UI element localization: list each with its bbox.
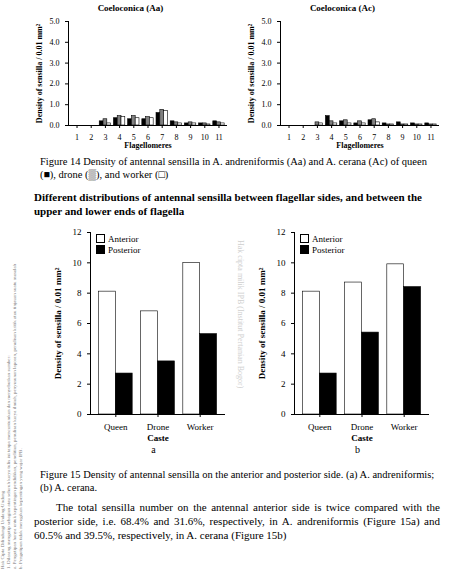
svg-text:2.0: 2.0	[262, 79, 272, 88]
svg-text:4: 4	[77, 349, 82, 359]
html-text:a. Pengutipan hanya untuk kepe: a. Pengutipan hanya untuk kepentingan pe…	[12, 263, 17, 569]
svg-text:10: 10	[73, 258, 83, 268]
svg-text:11: 11	[427, 133, 435, 142]
svg-text:Density of sensilla / 0.01 mm²: Density of sensilla / 0.01 mm²	[35, 23, 44, 123]
html-text:The total sensilla number on t: The total sensilla number on the antenna…	[34, 501, 440, 541]
html-text:Different distributions of ant: Different distributions of antennal sens…	[34, 191, 422, 217]
svg-text:6: 6	[77, 318, 82, 328]
svg-text:4.0: 4.0	[50, 38, 60, 47]
html-text:a: a	[151, 444, 156, 455]
svg-text:3.0: 3.0	[50, 59, 60, 68]
html-text:Figure 15 Density of antennal: Figure 15 Density of antennal sensilla o…	[40, 469, 435, 493]
svg-text:Worker: Worker	[187, 422, 214, 432]
svg-text:8: 8	[174, 133, 178, 142]
html-text:Figure 14 Density of antennal: Figure 14 Density of antennal sensilla i…	[40, 156, 427, 180]
svg-text:2: 2	[281, 379, 286, 389]
svg-text:1: 1	[287, 133, 291, 142]
svg-text:Caste: Caste	[351, 433, 373, 443]
svg-text:3.0: 3.0	[262, 59, 272, 68]
svg-text:Flagellomeres: Flagellomeres	[124, 141, 171, 150]
svg-text:8: 8	[77, 288, 82, 298]
svg-text:3: 3	[103, 133, 107, 142]
svg-text:0: 0	[77, 409, 82, 419]
svg-text:10: 10	[277, 258, 287, 268]
html-text:Hak Cipta Dilindungi Undang-Un: Hak Cipta Dilindungi Undang-Undang	[0, 491, 5, 569]
svg-text:Worker: Worker	[391, 422, 418, 432]
svg-text:Density of sensilla / 0.01 mm²: Density of sensilla / 0.01 mm²	[247, 23, 256, 123]
svg-text:5: 5	[343, 133, 348, 143]
svg-text:5: 5	[131, 133, 136, 143]
svg-text:5.0: 5.0	[262, 17, 272, 26]
svg-text:6: 6	[146, 133, 150, 143]
svg-text:Density of sensilla / 0.01 mm²: Density of sensilla / 0.01 mm²	[53, 267, 63, 379]
svg-text:9: 9	[401, 133, 405, 142]
svg-text:0: 0	[281, 409, 286, 419]
svg-text:6: 6	[358, 133, 362, 143]
svg-text:1.0: 1.0	[262, 100, 272, 109]
html-text:Coeloconica (Aa): Coeloconica (Aa)	[97, 3, 164, 13]
html-text:b. Pengutipan tidak merugikan: b. Pengutipan tidak merugikan kepentinga…	[18, 448, 23, 569]
svg-text:1.0: 1.0	[50, 100, 60, 109]
svg-text:Drone: Drone	[351, 422, 374, 432]
svg-text:Drone: Drone	[147, 422, 170, 432]
html-text:Anterior: Anterior	[312, 234, 343, 244]
svg-text:4: 4	[118, 133, 122, 142]
svg-text:Flagellomeres: Flagellomeres	[336, 141, 383, 150]
svg-text:9: 9	[189, 133, 193, 142]
svg-text:2: 2	[77, 379, 82, 389]
svg-text:3: 3	[315, 133, 319, 142]
svg-text:0.0: 0.0	[262, 121, 272, 130]
svg-text:0.0: 0.0	[50, 121, 60, 130]
svg-text:6: 6	[281, 318, 286, 328]
svg-text:12: 12	[73, 227, 82, 237]
svg-text:10: 10	[413, 133, 421, 142]
svg-text:2.0: 2.0	[50, 79, 60, 88]
svg-text:8: 8	[281, 288, 286, 298]
svg-text:1: 1	[75, 133, 79, 142]
svg-text:2: 2	[301, 133, 305, 142]
svg-text:8: 8	[386, 133, 390, 142]
svg-text:11: 11	[215, 133, 223, 142]
html-text:Coeloconica (Ac): Coeloconica (Ac)	[309, 3, 376, 13]
html-text:1. Dilarang mengutip sebagian: 1. Dilarang mengutip sebagian atau selur…	[6, 355, 11, 569]
html-text:Posterior: Posterior	[108, 245, 141, 255]
html-text:b: b	[355, 444, 360, 455]
svg-text:7: 7	[160, 133, 165, 143]
html-text:Hak cipta milik IPB (Institut: Hak cipta milik IPB (Institut Pertanian …	[236, 240, 245, 389]
svg-text:12: 12	[277, 227, 286, 237]
svg-text:Density of sensilla / 0.01 mm²: Density of sensilla / 0.01 mm²	[257, 267, 267, 379]
html-text:Posterior: Posterior	[312, 245, 345, 255]
svg-text:7: 7	[372, 133, 377, 143]
svg-text:10: 10	[201, 133, 209, 142]
svg-text:Queen: Queen	[104, 422, 128, 432]
svg-text:Caste: Caste	[147, 433, 169, 443]
svg-text:Queen: Queen	[308, 422, 332, 432]
svg-text:4: 4	[330, 133, 334, 142]
svg-text:4: 4	[281, 349, 286, 359]
html-text:Anterior: Anterior	[108, 234, 139, 244]
svg-text:2: 2	[89, 133, 93, 142]
svg-text:4.0: 4.0	[262, 38, 272, 47]
svg-text:5.0: 5.0	[50, 17, 60, 26]
